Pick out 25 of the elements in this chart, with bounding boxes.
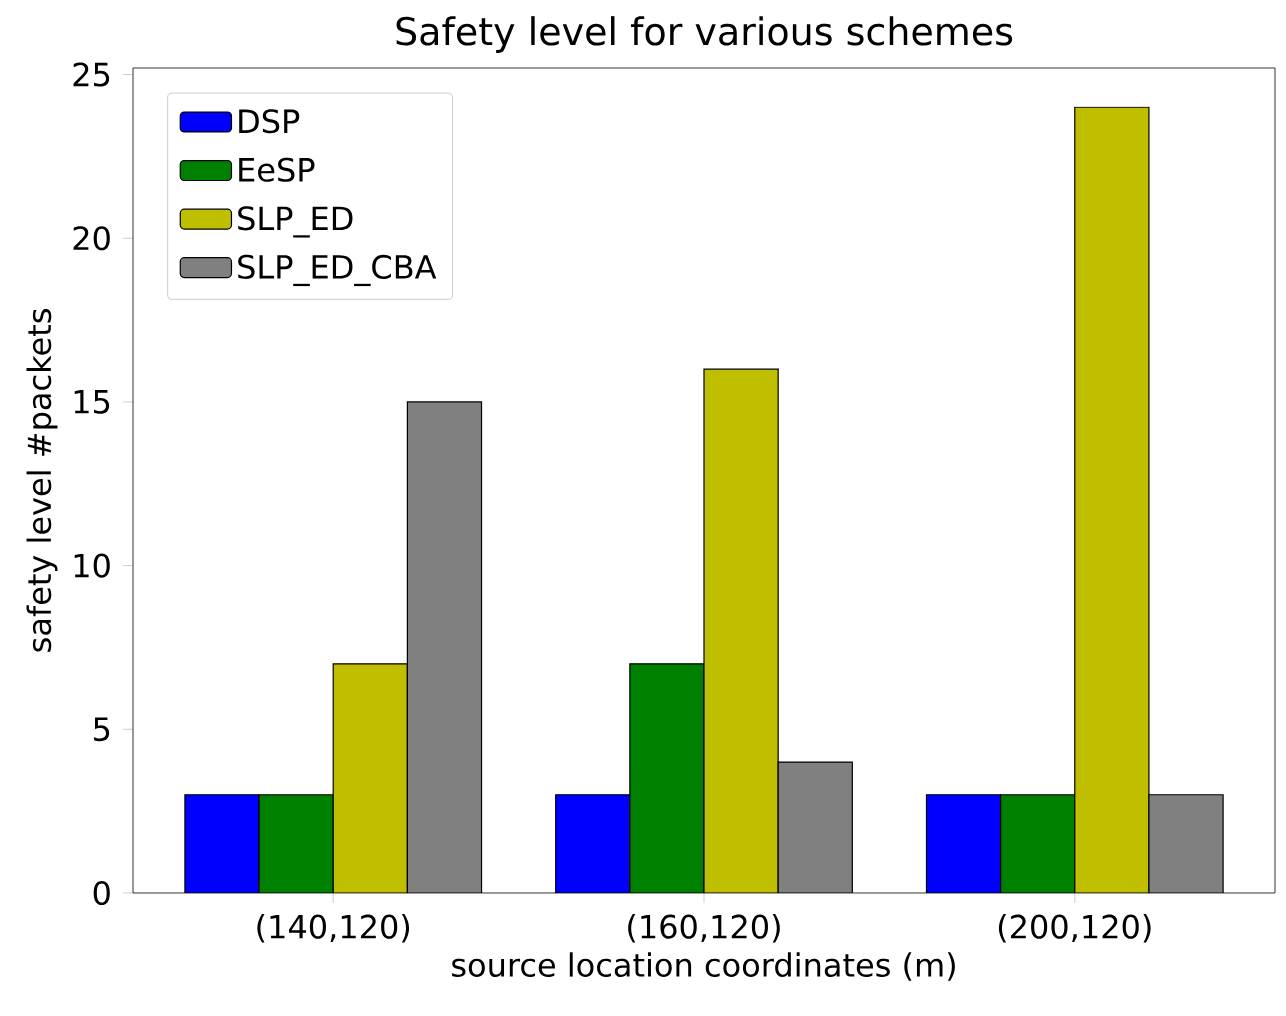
y-tick-label: 25 <box>73 62 110 87</box>
bar <box>1000 794 1076 893</box>
bar <box>184 794 260 893</box>
x-axis-title: source location coordinates (m) <box>452 952 955 981</box>
y-tick-label: 20 <box>73 226 110 251</box>
y-tick-label: 10 <box>74 553 110 578</box>
legend-label: EeSP <box>239 157 315 182</box>
y-tick-label: 0 <box>93 880 110 906</box>
bar <box>258 794 334 893</box>
bar <box>1148 794 1224 893</box>
legend-label: SLP_ED <box>238 206 353 238</box>
bar <box>629 663 705 893</box>
bar <box>925 794 1002 893</box>
y-tick-label: 15 <box>74 390 110 414</box>
chart-title: Safety level for various schemes <box>396 16 1013 53</box>
y-axis-title: safety level #packets <box>26 309 58 652</box>
legend-label: SLP_ED_CBA <box>238 254 437 287</box>
y-tick-label: 5 <box>94 717 110 742</box>
bar <box>406 401 483 893</box>
x-tick-label: (160,120) <box>628 914 780 943</box>
legend-label: DSP <box>239 109 300 134</box>
bar <box>777 761 853 893</box>
x-tick-label: (140,120) <box>257 914 410 943</box>
bar <box>555 794 631 893</box>
x-tick-label: (200,120) <box>998 914 1151 943</box>
